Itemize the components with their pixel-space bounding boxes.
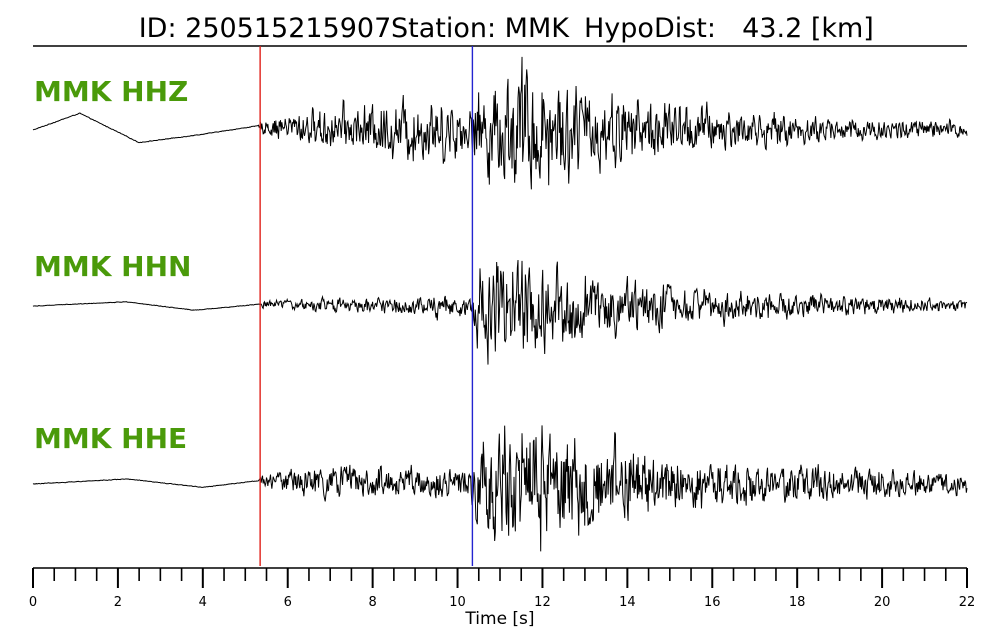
x-axis-label: Time [s]	[464, 609, 534, 629]
x-tick-label: 18	[789, 595, 806, 610]
x-tick-label: 0	[29, 595, 37, 610]
title-event-id: ID: 250515215907	[139, 13, 392, 44]
figure-title: ID: 250515215907 Station: MMK HypoDist: …	[139, 13, 874, 44]
trace-label-2: MMK HHE	[34, 422, 187, 455]
title-station: Station: MMK	[391, 13, 570, 44]
x-tick-label: 22	[959, 595, 976, 610]
trace-label-1: MMK HHN	[34, 250, 191, 283]
x-tick-label: 20	[874, 595, 891, 610]
title-hypodist-label: HypoDist:	[584, 13, 716, 44]
time-axis: 0 2 4 6 8 10 12 14 16 18 20 22	[29, 567, 976, 610]
trace-panel	[32, 56, 968, 552]
title-hypodist-value: 43.2 [km]	[742, 13, 874, 44]
x-tick-label: 8	[368, 595, 376, 610]
x-tick-label: 10	[449, 595, 466, 610]
trace-line-0	[32, 56, 968, 190]
trace-labels: MMK HHZ MMK HHN MMK HHE	[34, 75, 191, 455]
x-tick-label: 14	[619, 595, 636, 610]
trace-line-1	[32, 260, 968, 365]
trace-line-2	[32, 425, 968, 552]
trace-label-0: MMK HHZ	[34, 75, 188, 108]
x-tick-label: 4	[199, 595, 207, 610]
phase-markers	[259, 46, 474, 566]
x-tick-label: 6	[284, 595, 292, 610]
x-tick-label: 16	[704, 595, 721, 610]
x-tick-label: 2	[114, 595, 122, 610]
x-tick-label: 12	[534, 595, 551, 610]
